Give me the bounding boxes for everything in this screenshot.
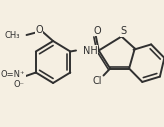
Text: O⁻: O⁻	[13, 80, 24, 89]
Text: O: O	[93, 26, 101, 36]
Text: NH: NH	[83, 45, 97, 55]
Text: O: O	[35, 25, 43, 35]
Text: Cl: Cl	[92, 75, 102, 85]
Text: CH₃: CH₃	[4, 30, 20, 39]
Text: O=N⁺: O=N⁺	[1, 70, 25, 79]
Text: S: S	[120, 27, 126, 36]
